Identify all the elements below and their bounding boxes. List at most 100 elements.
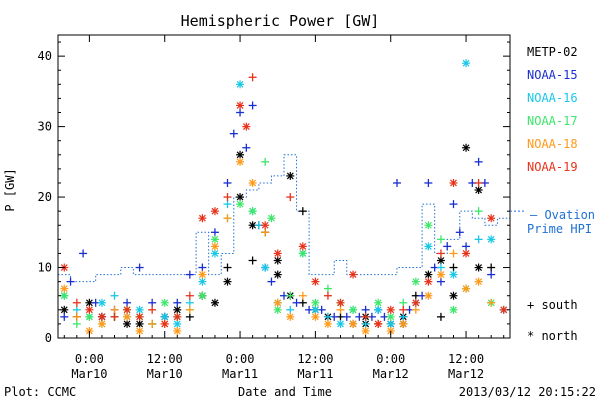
marker-stroke xyxy=(274,257,282,264)
marker-stroke xyxy=(412,299,420,307)
marker-stroke xyxy=(349,306,357,314)
data-point xyxy=(349,319,358,328)
marker-stroke xyxy=(198,214,206,222)
data-point xyxy=(311,312,320,321)
data-point xyxy=(72,305,81,314)
data-point xyxy=(110,291,119,300)
data-point xyxy=(148,298,157,307)
data-point xyxy=(223,263,232,272)
marker-stroke xyxy=(236,158,244,166)
y-tick-label: 20 xyxy=(38,190,52,204)
marker-stroke xyxy=(299,242,307,250)
marker-stroke xyxy=(387,327,395,335)
marker-stroke xyxy=(161,313,169,321)
marker-stroke xyxy=(362,327,370,335)
data-point xyxy=(248,207,257,216)
data-point xyxy=(173,319,182,328)
y-tick-label: 30 xyxy=(38,120,52,134)
data-point xyxy=(411,277,420,286)
data-point xyxy=(79,249,88,258)
data-point xyxy=(236,150,245,159)
data-point xyxy=(248,73,257,82)
x-tick-label-time: 12:00 xyxy=(448,352,484,366)
data-point xyxy=(311,305,320,314)
marker-stroke xyxy=(286,172,294,180)
axes: 0102030400:00Mar1012:00Mar100:00Mar1112:… xyxy=(38,34,524,381)
marker-stroke xyxy=(387,320,395,328)
marker-stroke xyxy=(236,102,244,109)
data-point xyxy=(60,284,69,293)
data-point xyxy=(386,305,395,314)
marker-stroke xyxy=(274,299,282,307)
legend-item: NOAA-16 xyxy=(527,91,578,105)
data-point xyxy=(286,193,295,202)
data-point xyxy=(474,263,483,272)
data-point xyxy=(487,263,496,272)
marker-stroke xyxy=(299,250,307,257)
data-point xyxy=(236,193,245,202)
data-point xyxy=(436,312,445,321)
data-point xyxy=(449,270,458,279)
data-point xyxy=(198,277,207,286)
data-point xyxy=(72,319,81,328)
data-point xyxy=(487,270,496,279)
data-point xyxy=(286,171,295,180)
data-point xyxy=(462,249,471,258)
marker-stroke xyxy=(274,306,282,314)
data-point xyxy=(135,305,144,314)
data-point xyxy=(242,122,251,131)
marker-stroke xyxy=(311,299,319,307)
legend-item: NOAA-19 xyxy=(527,160,578,174)
data-point xyxy=(487,214,496,223)
data-point xyxy=(135,263,144,272)
data-point xyxy=(210,242,219,251)
data-point xyxy=(455,228,464,237)
x-tick-label-time: 12:00 xyxy=(297,352,333,366)
x-tick-label-date: Mar12 xyxy=(373,367,409,381)
data-point xyxy=(185,270,194,279)
marker-stroke xyxy=(123,313,131,321)
marker-stroke xyxy=(437,257,445,264)
data-point xyxy=(286,312,295,321)
marker-stroke xyxy=(450,271,457,279)
data-point xyxy=(273,270,282,279)
marker-stroke xyxy=(236,200,244,208)
data-point xyxy=(229,129,238,138)
marker-stroke xyxy=(487,214,495,222)
data-point xyxy=(487,298,496,307)
y-tick-label: 10 xyxy=(38,261,52,275)
data-point xyxy=(148,305,157,314)
data-point xyxy=(424,270,433,279)
data-point xyxy=(411,298,420,307)
data-point xyxy=(436,256,445,265)
data-point xyxy=(286,305,295,314)
data-point xyxy=(72,312,81,321)
data-point xyxy=(198,214,207,223)
legend: METP-02 NOAA-15 NOAA-16 NOAA-17 NOAA-18 NOAA-… xyxy=(527,45,578,174)
data-point xyxy=(123,298,132,307)
data-point xyxy=(349,270,358,279)
data-point xyxy=(499,305,508,314)
data-point xyxy=(336,298,345,307)
marker-stroke xyxy=(286,313,294,321)
marker-legend-item: * north xyxy=(527,329,578,343)
data-point xyxy=(267,277,276,286)
data-point xyxy=(198,263,207,272)
marker-stroke xyxy=(98,320,106,328)
series-noaa-19 xyxy=(60,73,508,328)
marker-stroke xyxy=(374,299,382,307)
data-point xyxy=(361,305,370,314)
marker-stroke xyxy=(424,292,432,300)
data-point xyxy=(210,235,219,244)
marker-stroke xyxy=(311,278,319,286)
data-point xyxy=(298,242,307,251)
data-point xyxy=(97,298,106,307)
data-point xyxy=(474,207,483,216)
marker-stroke xyxy=(450,306,457,314)
marker-stroke xyxy=(136,313,144,321)
data-point xyxy=(286,291,295,300)
data-point xyxy=(449,200,458,209)
marker-stroke xyxy=(161,320,169,328)
data-point xyxy=(424,178,433,187)
data-point xyxy=(374,298,383,307)
